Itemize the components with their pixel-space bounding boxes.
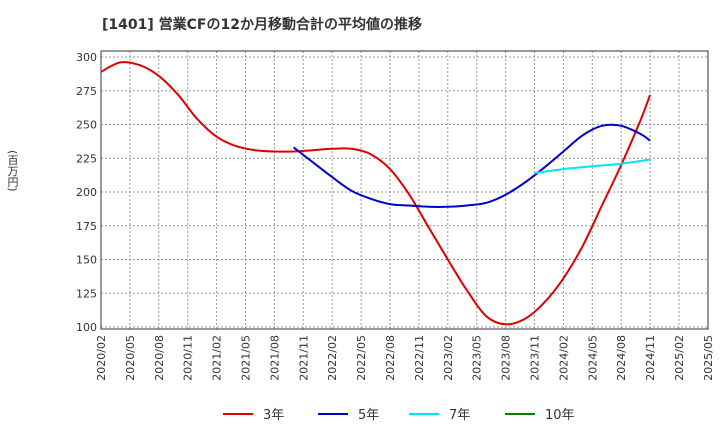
y-tick-label: 175 [76,220,97,233]
x-tick-label: 2020/05 [124,335,137,381]
y-tick-label: 150 [76,254,97,267]
x-tick-label: 2024/02 [557,335,570,381]
x-tick-label: 2022/08 [384,335,397,381]
series-lines [100,61,652,326]
grid-lines [100,51,709,329]
x-tick-label: 2021/11 [297,335,310,381]
x-tick-label: 2023/05 [471,335,484,381]
chart-title: [1401] 営業CFの12か月移動合計の平均値の推移 [102,17,422,33]
x-tick-label: 2024/05 [586,335,599,381]
x-tick-labels: 2020/02 2020/05 2020/08 2020/11 2021/02 2021/… [95,335,715,381]
legend-label: 10年 [545,408,575,423]
x-tick-label: 2024/08 [615,335,628,381]
plot-frame [100,50,709,330]
x-tick-label: 2022/11 [413,335,426,381]
x-tick-label: 2024/11 [644,335,657,381]
series-line-7年 [534,158,651,175]
series-line-5年 [293,123,651,209]
x-tick-label: 2025/05 [702,335,715,381]
x-tick-label: 2020/08 [153,335,166,381]
y-axis-label: (百万円) [6,150,19,192]
x-tick-label: 2025/02 [673,335,686,381]
x-tick-label: 2022/02 [326,335,339,381]
y-tick-label: 200 [76,186,97,199]
legend-label: 7年 [449,408,470,423]
x-tick-label: 2021/02 [211,335,224,381]
x-tick-label: 2023/08 [500,335,513,381]
y-tick-label: 100 [76,321,97,334]
legend: 3年 5年 7年 10年 [223,408,575,423]
x-tick-label: 2023/02 [442,335,455,381]
legend-label: 5年 [358,408,379,423]
legend-label: 3年 [263,408,284,423]
y-tick-labels: 100 125 150 175 200 225 250 275 300 [76,51,97,334]
x-tick-label: 2023/11 [529,335,542,381]
x-tick-label: 2020/02 [95,335,108,381]
y-tick-label: 275 [76,85,97,98]
x-tick-label: 2021/05 [240,335,253,381]
x-tick-label: 2021/08 [268,335,281,381]
y-tick-label: 300 [76,51,97,64]
y-tick-label: 250 [76,119,97,132]
y-tick-label: 225 [76,152,97,165]
x-tick-label: 2020/11 [182,335,195,381]
y-tick-label: 125 [76,287,97,300]
x-tick-label: 2022/05 [355,335,368,381]
series-line-3年 [100,61,652,326]
